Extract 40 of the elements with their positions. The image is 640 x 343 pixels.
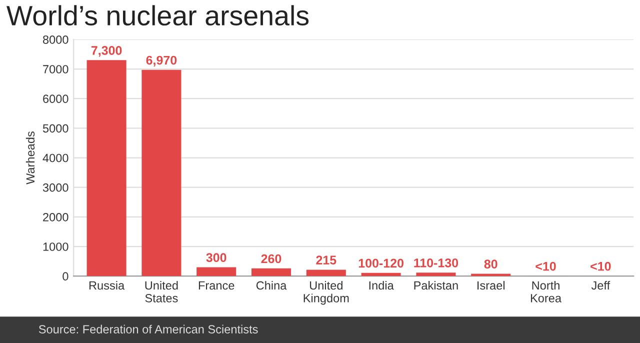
y-tick-label: 4000 (42, 154, 68, 162)
y-tick-label: 1000 (43, 242, 68, 251)
y-tick-label: 5000 (42, 124, 68, 133)
bar (86, 60, 126, 276)
data-label: 100-120 (358, 258, 404, 268)
x-tick-label: France (198, 281, 234, 290)
bar (251, 268, 292, 276)
data-label: <10 (590, 262, 611, 271)
data-label: 6,970 (146, 56, 177, 66)
bar (306, 270, 346, 276)
data-label: 80 (484, 260, 498, 268)
x-tick-label: United States (145, 280, 178, 302)
x-tick-label: China (256, 280, 287, 290)
bar (142, 70, 182, 276)
y-tick-label: 2000 (43, 212, 68, 222)
x-tick-label: India (369, 280, 394, 290)
data-label: 110-130 (414, 258, 458, 268)
y-tick-label: 0 (62, 272, 68, 281)
x-tick-label: Jeff (591, 280, 610, 290)
data-label: 260 (261, 254, 282, 264)
chart-title: World’s nuclear arsenals (6, 5, 309, 26)
x-tick-label: Israel (478, 280, 504, 290)
y-tick-label: 6000 (43, 94, 68, 104)
bar (471, 274, 511, 276)
data-label: <10 (536, 262, 556, 271)
x-tick-label: Pakistan (414, 280, 458, 290)
x-tick-label: Russia (89, 280, 125, 290)
y-tick-label: 8000 (42, 35, 68, 44)
x-tick-label: North Korea (530, 280, 562, 302)
bar (361, 272, 401, 276)
data-label: 300 (206, 253, 226, 262)
y-tick-label: 3000 (42, 183, 68, 192)
y-axis-title: Warheads (26, 132, 35, 184)
x-tick-label: United Kingdom (304, 280, 349, 305)
data-label: 215 (316, 256, 336, 265)
data-label: 7,300 (91, 46, 122, 57)
source-note: Source: Federation of American Scientists (38, 324, 258, 334)
bar (416, 272, 456, 276)
y-tick-label: 7000 (43, 65, 68, 74)
bar (196, 267, 236, 276)
